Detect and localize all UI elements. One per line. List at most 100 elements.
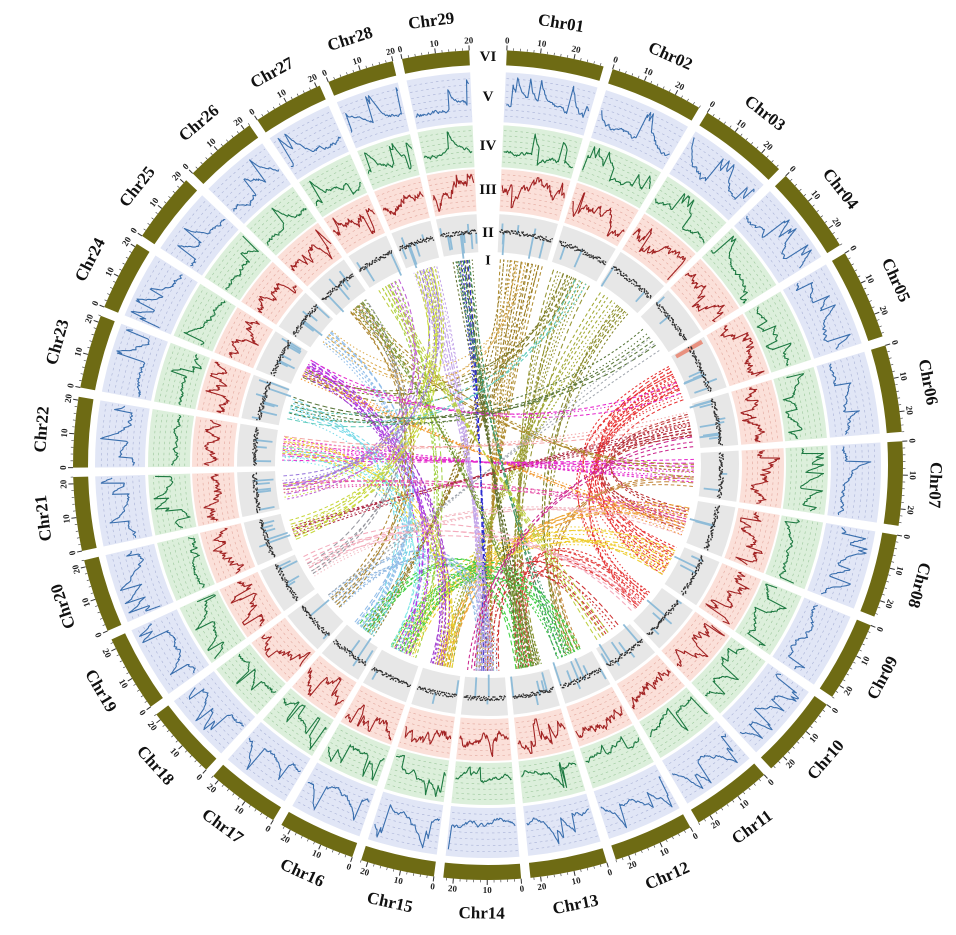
gridline [836, 529, 857, 601]
gridline [141, 547, 163, 607]
tick-mark [325, 847, 328, 850]
link-strand [290, 266, 443, 525]
gridline [202, 418, 207, 467]
gridline [273, 111, 331, 144]
gridline [520, 760, 576, 773]
gridline [449, 824, 516, 828]
gridline [517, 738, 570, 750]
gridline [416, 115, 472, 124]
tick-mark [656, 83, 659, 87]
gridline [305, 784, 367, 813]
link-strand [308, 508, 682, 567]
tick-mark [226, 139, 229, 142]
gridline [191, 221, 230, 269]
tick-mark [674, 90, 679, 95]
link-strand [609, 413, 690, 510]
link-strand [281, 459, 420, 654]
gridline [296, 800, 361, 831]
gridline [228, 422, 233, 466]
link-strand [293, 344, 656, 419]
gridline [354, 699, 400, 720]
gridline [391, 768, 446, 782]
gridline [142, 625, 179, 687]
tick-mark [379, 865, 381, 869]
ideogram-Chr25 [141, 180, 198, 245]
link-strand [600, 434, 692, 531]
track-III-bg-Chr16 [340, 685, 405, 745]
gridline [588, 748, 646, 774]
gridline [598, 775, 661, 804]
link-strand [514, 278, 577, 668]
gridline [455, 771, 512, 774]
gridline [852, 356, 868, 434]
track-data-series [100, 77, 872, 850]
gridline [423, 151, 473, 159]
gridline [223, 313, 247, 356]
gridline [296, 244, 333, 276]
link-strand [295, 272, 431, 540]
gridline [792, 448, 797, 510]
gridline [842, 530, 864, 604]
link-Chr11-Chr27 [378, 284, 609, 641]
gridline [706, 649, 749, 698]
tick-label: 10 [898, 371, 910, 382]
track-V-bg-Chr20 [105, 543, 174, 623]
gridline [409, 711, 454, 723]
gridline [502, 161, 572, 174]
track-II-bars-Chr08 [689, 518, 715, 528]
tick-mark [146, 706, 152, 711]
track-II-bg-Chr15 [411, 667, 461, 714]
link-Chr24-Chr08 [300, 369, 686, 536]
track-IV-bg-Chr29 [417, 125, 475, 174]
track-IV-bg-Chr17 [262, 688, 334, 756]
gridline [761, 593, 792, 649]
tick-mark [848, 257, 851, 260]
gridline [253, 731, 304, 769]
link-strand [288, 280, 582, 423]
gridline [597, 119, 672, 154]
gridline [724, 235, 768, 290]
gridline [342, 94, 400, 114]
gridline [751, 386, 763, 443]
gridline [132, 476, 141, 538]
tick-mark [580, 869, 582, 873]
link-strand [447, 297, 609, 668]
gridline [798, 447, 803, 511]
track-III-bg-Chr03 [622, 213, 696, 284]
track-IV-bg-Chr10 [691, 637, 766, 714]
ideogram-Chr15 [361, 845, 436, 877]
track-V-series-Chr13 [526, 808, 590, 845]
track-II-points-Chr09 [681, 555, 704, 596]
gridline [739, 511, 755, 564]
gridline [228, 473, 235, 519]
gridline [252, 574, 278, 616]
link-strand [324, 338, 411, 628]
gridline [752, 209, 800, 270]
tick-mark [824, 220, 828, 223]
gridline [317, 183, 363, 209]
gridline [142, 266, 172, 322]
gridline [515, 713, 562, 724]
gridline [223, 422, 228, 466]
tick-label: 10 [642, 65, 655, 78]
gridline [272, 627, 305, 663]
gridline [265, 208, 308, 245]
link-strand [305, 369, 683, 536]
gridline [770, 449, 774, 507]
track-III-series-Chr29 [433, 173, 475, 212]
gridline [678, 744, 737, 788]
tick-label: 0 [691, 830, 700, 841]
track-III-series-Chr23 [205, 361, 230, 414]
gridline [236, 750, 291, 791]
gridline [281, 227, 321, 261]
track-IV-series-Chr04 [711, 235, 748, 304]
gridline [113, 476, 122, 542]
ideogram-Chr04 [774, 175, 840, 254]
track-II-bars-Chr25 [301, 304, 330, 337]
tick-mark [863, 287, 867, 290]
tick-label: 10 [393, 875, 404, 887]
gridline [230, 253, 264, 295]
tick-mark [373, 864, 375, 867]
gridline [171, 204, 211, 255]
